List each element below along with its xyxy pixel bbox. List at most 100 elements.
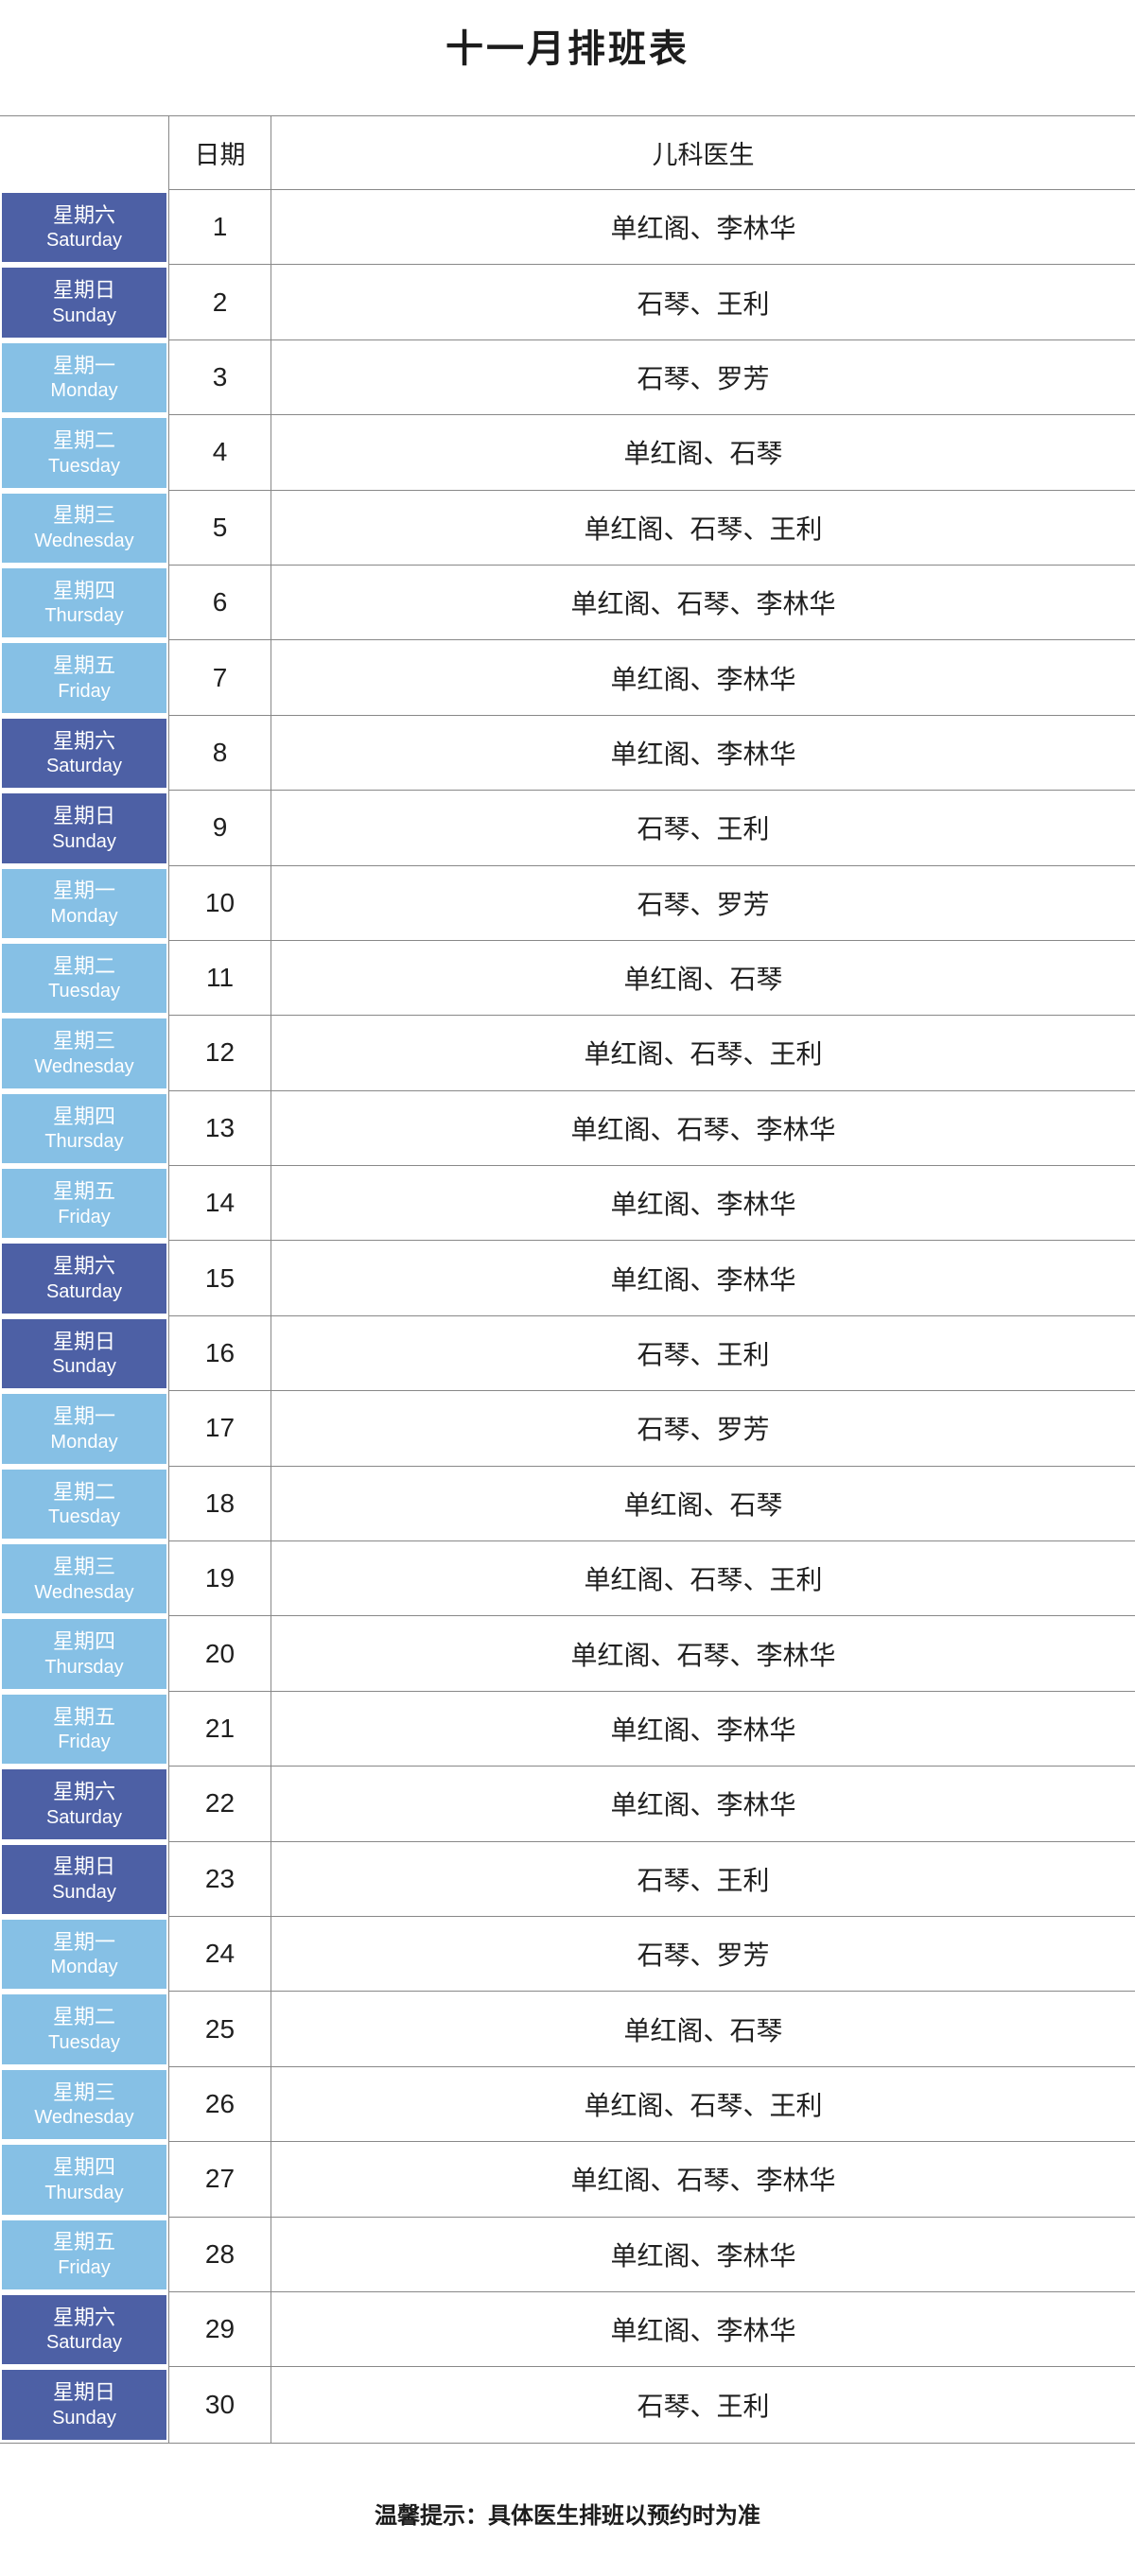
doctors-cell: 单红阁、石琴、李林华	[271, 566, 1135, 641]
weekday-cell: 星期六 Saturday	[0, 190, 168, 265]
doctors-cell: 单红阁、李林华	[271, 2292, 1135, 2368]
weekday-cell: 星期二 Tuesday	[0, 1992, 168, 2066]
weekday-cn-label: 星期三	[52, 1029, 115, 1053]
weekday-cn-label: 星期日	[52, 2380, 115, 2405]
doctors-cell: 单红阁、石琴	[271, 1467, 1135, 1542]
weekday-cn-label: 星期日	[52, 1329, 115, 1353]
weekday-en-label: Monday	[50, 1431, 118, 1453]
weekday-en-label: Wednesday	[34, 1055, 134, 1077]
doctors-cell: 石琴、王利	[637, 2392, 770, 2422]
table-body: 星期六 Saturday 1 单红阁、李林华 星期日 Sunday 2 石琴、王…	[0, 190, 1135, 2443]
weekday-badge: 星期二 Tuesday	[2, 1469, 166, 1540]
date-cell: 25	[168, 1992, 271, 2067]
weekday-en-label: Wednesday	[34, 2107, 134, 2129]
doctors-cell: 单红阁、李林华	[271, 1767, 1135, 1842]
weekday-cn-label: 星期五	[52, 1178, 115, 1203]
weekday-cell: 星期六 Saturday	[0, 1241, 168, 1315]
weekday-en-label: Thursday	[44, 2182, 124, 2203]
doctors-cell: 单红阁、李林华	[271, 2218, 1135, 2292]
table-row: 星期四 Thursday 27 单红阁、石琴、李林华	[0, 2142, 1135, 2218]
weekday-badge: 星期六 Saturday	[2, 718, 166, 789]
weekday-en-label: Saturday	[45, 1806, 123, 1828]
weekday-en-label: Tuesday	[48, 981, 120, 1002]
date-cell: 9	[168, 791, 271, 866]
weekday-badge: 星期日 Sunday	[2, 2370, 166, 2440]
weekday-en-label: Sunday	[52, 2407, 116, 2428]
weekday-cn-label: 星期六	[52, 202, 115, 227]
weekday-cell: 星期日 Sunday	[0, 1316, 168, 1391]
table-row: 星期五 Friday 14 单红阁、李林华	[0, 1166, 1135, 1242]
weekday-cn-label: 星期三	[52, 1554, 115, 1578]
header-date-cell: 日期	[168, 116, 271, 190]
weekday-en-label: Friday	[58, 680, 111, 702]
doctors-cell: 单红阁、李林华	[271, 716, 1135, 792]
weekday-cn-label: 星期六	[52, 1780, 115, 1804]
weekday-en-label: Sunday	[52, 305, 116, 326]
weekday-cn-label: 星期二	[52, 1479, 115, 1504]
weekday-badge: 星期五 Friday	[2, 1694, 166, 1765]
doctors-cell: 单红阁、李林华	[271, 1692, 1135, 1767]
weekday-cn-label: 星期三	[52, 2080, 115, 2104]
weekday-cn-label: 星期一	[52, 879, 115, 903]
doctors-cell: 石琴、罗芳	[271, 1391, 1135, 1467]
weekday-cell: 星期一 Monday	[0, 1391, 168, 1466]
weekday-cell: 星期五 Friday	[0, 1166, 168, 1241]
date-cell: 5	[168, 490, 271, 566]
weekday-cell: 星期四 Thursday	[0, 1616, 168, 1691]
weekday-cell: 星期一 Monday	[0, 340, 168, 415]
table-row: 星期三 Wednesday 12 单红阁、石琴、王利	[0, 1016, 1135, 1091]
weekday-cn-label: 星期六	[52, 1254, 115, 1279]
table-row: 星期六 Saturday 22 单红阁、李林华	[0, 1767, 1135, 1842]
weekday-badge: 星期三 Wednesday	[2, 1544, 166, 1614]
weekday-en-label: Wednesday	[34, 531, 134, 552]
table-row: 星期四 Thursday 13 单红阁、石琴、李林华	[0, 1090, 1135, 1167]
weekday-cn-label: 星期四	[52, 1104, 115, 1128]
weekday-en-label: Monday	[50, 906, 118, 927]
weekday-cell: 星期日 Sunday	[0, 2367, 168, 2442]
weekday-en-label: Sunday	[52, 1356, 116, 1378]
weekday-en-label: Wednesday	[34, 1581, 134, 1603]
date-cell: 26	[168, 2066, 271, 2143]
weekday-en-label: Friday	[58, 2257, 111, 2279]
weekday-en-label: Tuesday	[48, 1506, 120, 1528]
weekday-badge: 星期五 Friday	[2, 1169, 166, 1239]
weekday-badge: 星期三 Wednesday	[2, 493, 166, 563]
doctors-cell: 单红阁、石琴、王利	[271, 1016, 1135, 1091]
date-cell: 20	[168, 1616, 271, 1692]
table-row: 星期一 Monday 17 石琴、罗芳	[0, 1391, 1135, 1467]
weekday-badge: 星期三 Wednesday	[2, 2069, 166, 2140]
date-cell: 21	[168, 1691, 271, 1767]
weekday-badge: 星期三 Wednesday	[2, 1018, 166, 1088]
doctors-cell: 单红阁、石琴、李林华	[271, 1616, 1135, 1692]
table-row: 星期日 Sunday 9 石琴、王利	[0, 791, 1135, 866]
table-header-row: 日期 儿科医生	[0, 116, 1135, 190]
date-cell: 18	[168, 1466, 271, 1542]
weekday-badge: 星期六 Saturday	[2, 193, 166, 263]
doctors-cell: 单红阁、石琴、王利	[271, 1541, 1135, 1617]
weekday-badge: 星期一 Monday	[2, 1919, 166, 1990]
weekday-badge: 星期二 Tuesday	[2, 943, 166, 1014]
weekday-cell: 星期一 Monday	[0, 1917, 168, 1992]
date-cell: 13	[168, 1090, 271, 1167]
table-row: 星期日 Sunday 23 石琴、王利	[0, 1841, 1135, 1917]
doctors-cell: 单红阁、李林华	[271, 190, 1135, 266]
table-row: 星期一 Monday 3 石琴、罗芳	[0, 339, 1135, 416]
date-cell: 23	[168, 1841, 271, 1917]
weekday-en-label: Saturday	[45, 1280, 123, 1302]
table-row: 星期六 Saturday 15 单红阁、李林华	[0, 1241, 1135, 1316]
weekday-badge: 星期四 Thursday	[2, 1619, 166, 1689]
weekday-cn-label: 星期日	[52, 1854, 115, 1879]
date-cell: 10	[168, 865, 271, 941]
weekday-cell: 星期五 Friday	[0, 2218, 168, 2292]
doctors-cell: 单红阁、石琴、李林华	[271, 2142, 1135, 2218]
table-row: 星期一 Monday 24 石琴、罗芳	[0, 1916, 1135, 1993]
weekday-cell: 星期五 Friday	[0, 640, 168, 715]
weekday-cn-label: 星期四	[52, 578, 115, 602]
date-cell: 15	[168, 1241, 271, 1316]
doctors-cell: 石琴、王利	[271, 265, 1135, 340]
weekday-cell: 星期日 Sunday	[0, 791, 168, 865]
doctors-cell: 单红阁、石琴、王利	[271, 2067, 1135, 2143]
weekday-en-label: Thursday	[44, 605, 124, 627]
weekday-cell: 星期四 Thursday	[0, 2142, 168, 2217]
date-cell: 28	[168, 2217, 271, 2292]
